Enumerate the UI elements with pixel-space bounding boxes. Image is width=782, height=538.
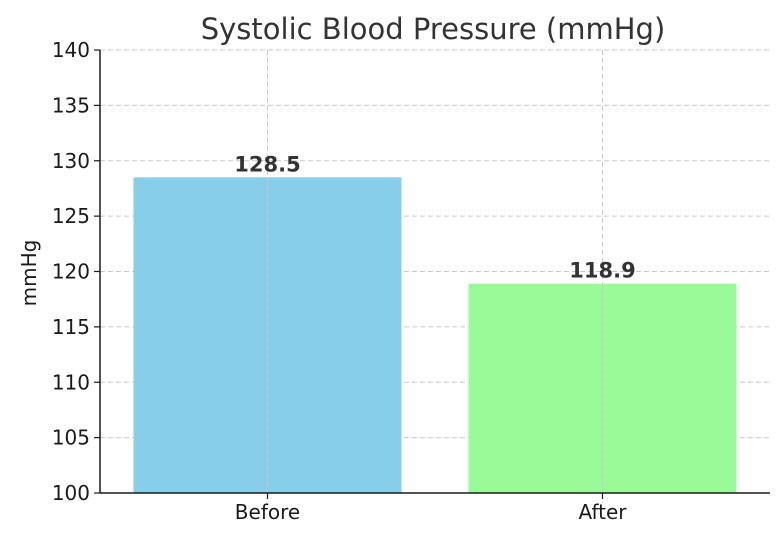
y-tick-label-1: 105 (52, 426, 90, 450)
x-tick-label-after: After (578, 500, 627, 524)
y-tick-label-7: 135 (52, 93, 90, 117)
y-tick-label-6: 130 (52, 149, 90, 173)
value-labels: 128.5 118.9 (234, 152, 635, 282)
x-axis-ticks: Before After (235, 493, 627, 524)
y-axis-label: mmHg (17, 240, 41, 307)
y-tick-label-8: 140 (52, 38, 90, 62)
y-tick-label-5: 125 (52, 204, 90, 228)
value-label-after: 118.9 (569, 259, 635, 283)
y-tick-label-3: 115 (52, 315, 90, 339)
y-tick-label-2: 110 (52, 370, 90, 394)
chart-title: Systolic Blood Pressure (mmHg) (201, 12, 666, 46)
y-axis-ticks: 100 105 110 115 120 125 130 135 140 (52, 38, 100, 505)
y-tick-label-0: 100 (52, 481, 90, 505)
bars (133, 177, 737, 494)
vertical-grid-lines (267, 50, 603, 493)
y-tick-label-4: 120 (52, 260, 90, 284)
value-label-before: 128.5 (234, 152, 300, 176)
x-tick-label-before: Before (235, 500, 300, 524)
